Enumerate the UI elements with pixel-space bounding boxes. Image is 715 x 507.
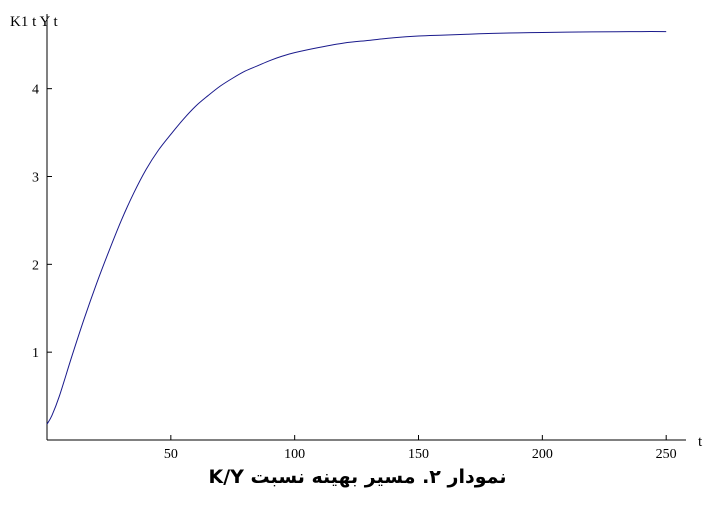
x-tick-label: 100 bbox=[284, 447, 305, 460]
series-line bbox=[46, 31, 667, 425]
axes bbox=[46, 14, 686, 441]
ticks: 50 100 150 200 250 1 2 3 4 bbox=[32, 83, 677, 460]
y-tick-label: 1 bbox=[32, 346, 39, 361]
x-tick-label: 150 bbox=[408, 447, 429, 460]
y-tick-label: 2 bbox=[32, 258, 39, 273]
x-tick-label: 200 bbox=[532, 447, 553, 460]
figure-caption: نمودار ۲. مسیر بهینه نسبت K/Y bbox=[208, 466, 507, 488]
y-tick-label: 3 bbox=[32, 170, 39, 185]
y-axis-label: K1 t Y t bbox=[10, 14, 58, 30]
x-tick-label: 50 bbox=[164, 447, 178, 460]
y-tick-label: 4 bbox=[32, 83, 39, 98]
x-tick-label: 250 bbox=[656, 447, 677, 460]
x-axis-label: t bbox=[698, 434, 703, 450]
chart-svg: 50 100 150 200 250 1 2 3 4 t K1 t Y t bbox=[10, 14, 703, 460]
